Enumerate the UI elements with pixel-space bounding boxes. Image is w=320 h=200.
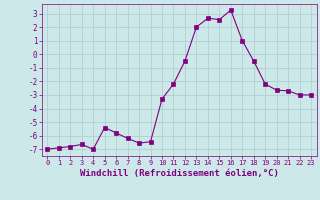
X-axis label: Windchill (Refroidissement éolien,°C): Windchill (Refroidissement éolien,°C)	[80, 169, 279, 178]
